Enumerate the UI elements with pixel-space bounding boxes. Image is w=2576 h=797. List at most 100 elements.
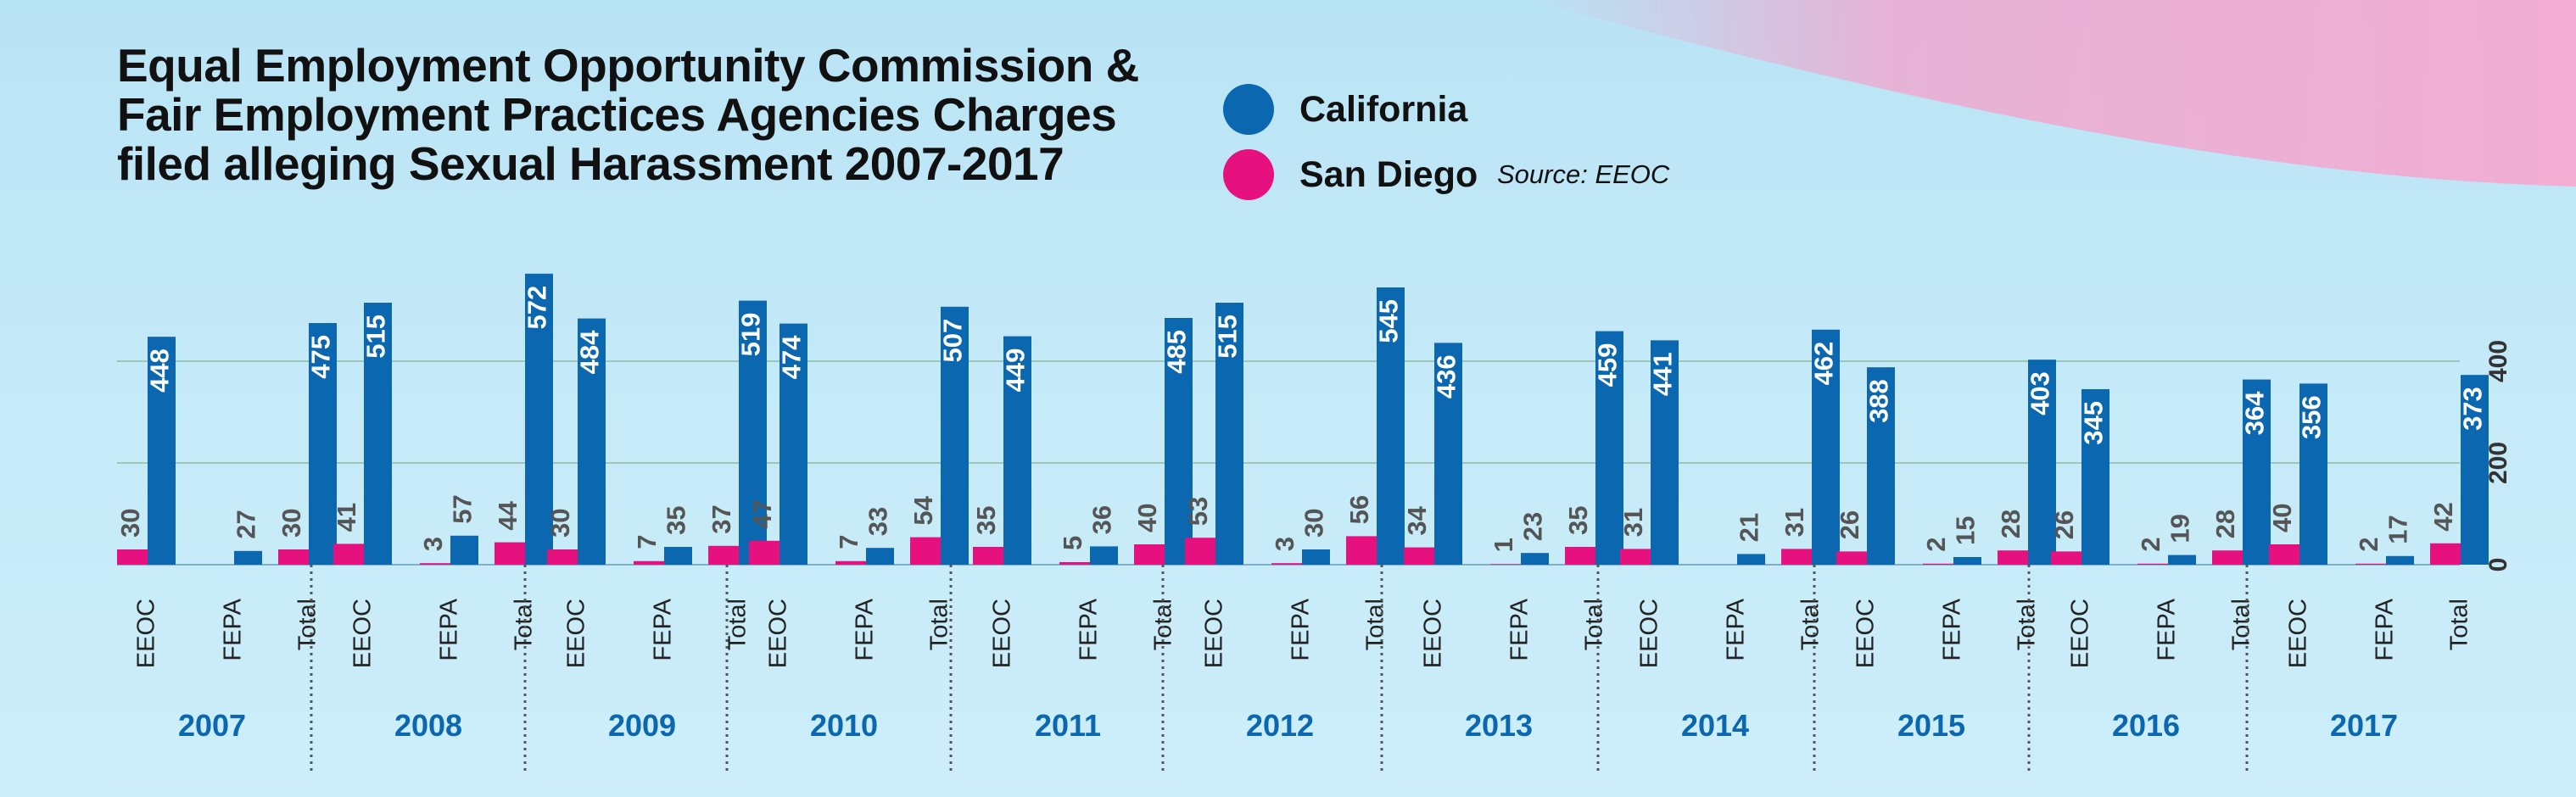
bar-san-diego-2014-total: [1781, 549, 1812, 565]
bar-california-2014-eeoc: [1651, 340, 1679, 565]
bar-san-diego-2014-eeoc: [1620, 549, 1651, 565]
x-tick-label-2015-fepa: FEPA: [1939, 598, 1966, 660]
bar-san-diego-2007-eeoc: [117, 549, 148, 565]
bar-california-2017-total: [2461, 375, 2489, 565]
x-tick-label-2008-fepa: FEPA: [436, 598, 463, 660]
bar-california-2007-fepa: [234, 550, 262, 565]
data-label-san-diego-2013-total: 35: [1563, 506, 1593, 535]
legend-item-san-diego: San Diego: [1223, 149, 1478, 200]
data-label-california-2014-fepa: 21: [1735, 513, 1764, 542]
bar-california-2011-eeoc: [1003, 336, 1031, 565]
data-label-san-diego-2011-eeoc: 35: [971, 506, 1001, 535]
title-line-1: Equal Employment Opportunity Commission …: [117, 39, 1139, 92]
data-label-california-2013-eeoc: 436: [1432, 354, 1461, 398]
data-label-san-diego-2011-fepa: 5: [1058, 536, 1087, 550]
data-label-san-diego-2007-total: 30: [277, 509, 306, 538]
x-tick-label-2014-fepa: FEPA: [1723, 598, 1750, 660]
data-label-california-2010-fepa: 33: [863, 507, 893, 536]
bar-california-2008-eeoc: [364, 303, 392, 565]
data-label-california-2009-total: 519: [736, 313, 766, 357]
year-label-2010: 2010: [810, 708, 878, 743]
bar-san-diego-2013-fepa: [1490, 564, 1521, 565]
legend-item-california: California: [1223, 84, 1467, 135]
data-label-california-2014-total: 462: [1809, 342, 1839, 386]
data-label-california-2009-eeoc: 484: [575, 330, 605, 374]
bar-california-2016-total: [2243, 379, 2271, 565]
bar-california-2009-eeoc: [578, 318, 606, 565]
data-label-california-2011-total: 485: [1162, 330, 1192, 374]
data-label-california-2012-fepa: 30: [1299, 509, 1329, 538]
bar-san-diego-2010-fepa: [835, 560, 866, 565]
bar-san-diego-2012-total: [1346, 536, 1377, 565]
data-label-california-2015-eeoc: 388: [1864, 379, 1894, 423]
bar-california-2014-fepa: [1737, 554, 1765, 565]
data-label-california-2017-eeoc: 356: [2297, 395, 2327, 439]
bar-california-2012-eeoc: [1215, 303, 1243, 565]
x-tick-label-2007-total: Total: [294, 599, 321, 650]
x-tick-label-2007-fepa: FEPA: [220, 598, 247, 660]
bar-san-diego-2009-total: [708, 545, 739, 565]
bar-san-diego-2008-eeoc: [333, 543, 364, 565]
data-label-san-diego-2013-eeoc: 34: [1402, 505, 1432, 535]
x-tick-label-2016-eeoc: EEOC: [2067, 599, 2094, 668]
data-label-san-diego-2009-eeoc: 30: [545, 509, 575, 538]
legend-label-california: California: [1299, 88, 1468, 130]
bar-san-diego-2015-eeoc: [1836, 551, 1867, 565]
data-label-california-2015-fepa: 15: [1951, 516, 1981, 545]
data-label-san-diego-2015-total: 28: [1996, 510, 2026, 538]
x-tick-label-2008-eeoc: EEOC: [349, 599, 377, 668]
title-line-2: Fair Employment Practices Agencies Charg…: [117, 88, 1117, 141]
data-label-san-diego-2007-eeoc: 30: [115, 509, 145, 538]
data-label-san-diego-2008-eeoc: 41: [332, 503, 361, 532]
data-label-california-2017-total: 373: [2458, 387, 2488, 431]
data-label-san-diego-2015-fepa: 2: [1921, 538, 1951, 552]
data-label-san-diego-2016-fepa: 2: [2136, 538, 2165, 552]
bar-california-2007-total: [309, 323, 337, 565]
bar-california-2016-eeoc: [2081, 389, 2109, 565]
bar-san-diego-2016-fepa: [2137, 563, 2168, 565]
x-tick-label-2010-eeoc: EEOC: [765, 599, 792, 668]
data-label-california-2010-total: 507: [938, 319, 968, 363]
data-label-san-diego-2017-eeoc: 40: [2267, 504, 2297, 532]
data-label-california-2008-eeoc: 515: [361, 315, 391, 359]
x-tick-label-2011-fepa: FEPA: [1076, 598, 1103, 660]
x-tick-label-2012-eeoc: EEOC: [1201, 599, 1228, 668]
bar-california-2011-total: [1165, 318, 1193, 565]
data-label-san-diego-2012-fepa: 3: [1270, 537, 1299, 551]
data-label-san-diego-2008-total: 44: [493, 500, 522, 530]
bar-california-2017-eeoc: [2299, 383, 2327, 565]
legend-label-san-diego: San Diego: [1299, 153, 1478, 195]
bar-san-diego-2017-total: [2430, 543, 2461, 565]
data-label-san-diego-2014-total: 31: [1780, 508, 1809, 537]
data-label-california-2013-total: 459: [1593, 343, 1623, 387]
bar-california-2013-eeoc: [1434, 343, 1462, 565]
data-label-san-diego-2008-fepa: 3: [418, 537, 448, 551]
bar-san-diego-2008-total: [495, 542, 525, 565]
title-line-3: filed alleging Sexual Harassment 2007-20…: [117, 137, 1064, 190]
x-tick-label-2015-total: Total: [2014, 599, 2041, 650]
bar-san-diego-2015-total: [1998, 550, 2028, 565]
bar-san-diego-2011-total: [1134, 544, 1165, 565]
bar-san-diego-2017-eeoc: [2269, 544, 2299, 565]
x-tick-label-2016-total: Total: [2228, 599, 2255, 650]
data-label-california-2012-total: 545: [1374, 299, 1404, 343]
bar-california-2012-total: [1377, 287, 1405, 565]
source-note: Source: EEOC: [1497, 159, 1670, 189]
data-label-san-diego-2013-fepa: 1: [1489, 538, 1518, 552]
x-tick-label-2010-total: Total: [926, 599, 953, 650]
bar-california-2008-fepa: [450, 535, 478, 565]
bar-san-diego-2013-total: [1565, 547, 1595, 565]
data-label-san-diego-2010-eeoc: 47: [747, 499, 777, 528]
bar-california-2009-total: [739, 300, 767, 565]
bar-california-2010-total: [941, 306, 969, 565]
data-label-san-diego-2009-fepa: 7: [632, 535, 662, 549]
chart-title: Equal Employment Opportunity Commission …: [117, 41, 1237, 188]
x-tick-label-2012-total: Total: [1362, 599, 1389, 650]
legend-swatch-san-diego: [1223, 149, 1274, 200]
data-label-san-diego-2016-eeoc: 26: [2049, 510, 2079, 539]
bar-san-diego-2011-eeoc: [973, 547, 1003, 565]
data-label-san-diego-2014-eeoc: 31: [1618, 508, 1648, 537]
y-tick-label-200: 200: [2484, 442, 2512, 484]
data-label-california-2007-eeoc: 448: [145, 348, 175, 393]
